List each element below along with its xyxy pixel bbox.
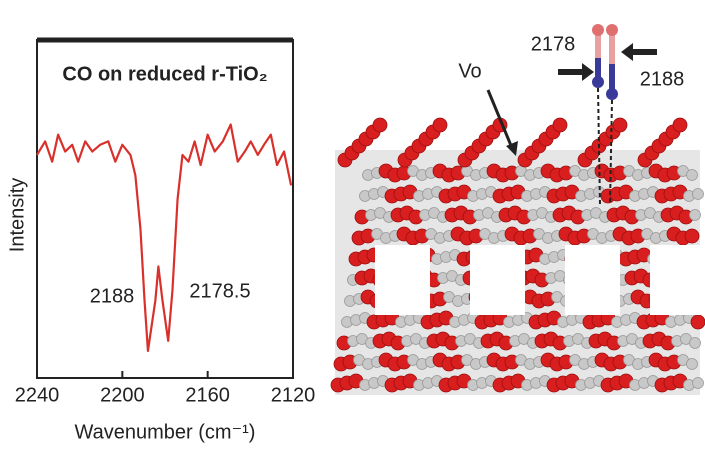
structure-label: 2178 [531, 33, 576, 55]
x-tick-label: 2240 [15, 384, 60, 406]
plot-frame [37, 40, 293, 378]
x-tick-label: 2200 [100, 384, 145, 406]
spectrum-line [37, 125, 291, 351]
x-tick-label: 2160 [185, 384, 230, 406]
oxygen [592, 24, 604, 36]
carbon [606, 88, 618, 100]
x-axis-label: Wavenumber (cm⁻¹) [75, 421, 256, 443]
atom [687, 170, 698, 181]
atom [673, 118, 687, 132]
channel [565, 245, 620, 315]
arrow [558, 63, 594, 81]
arrow [621, 43, 657, 61]
atom [685, 229, 699, 243]
atom [687, 359, 698, 370]
atom [691, 315, 705, 329]
crystal-structure [331, 118, 705, 395]
atom [613, 118, 627, 132]
atom [433, 118, 447, 132]
chart-title: CO on reduced r-TiO₂ [62, 63, 267, 85]
x-tick-label: 2120 [271, 384, 316, 406]
figure: CO on reduced r-TiO₂ Intensity Wavenumbe… [0, 0, 705, 448]
structure-label: 2188 [640, 68, 685, 90]
y-axis-label: Intensity [6, 178, 28, 252]
atom [693, 378, 704, 389]
carbon [592, 76, 604, 88]
atom [553, 118, 567, 132]
atom [373, 118, 387, 132]
peak-label: 2188 [90, 285, 135, 307]
channel [375, 245, 430, 315]
atom [690, 338, 701, 349]
atom [693, 189, 704, 200]
peak-label: 2178.5 [189, 280, 250, 302]
channel [650, 245, 705, 315]
atom [690, 210, 701, 221]
channel [470, 245, 525, 315]
oxygen [606, 24, 618, 36]
structure-label: Vo [458, 60, 481, 82]
